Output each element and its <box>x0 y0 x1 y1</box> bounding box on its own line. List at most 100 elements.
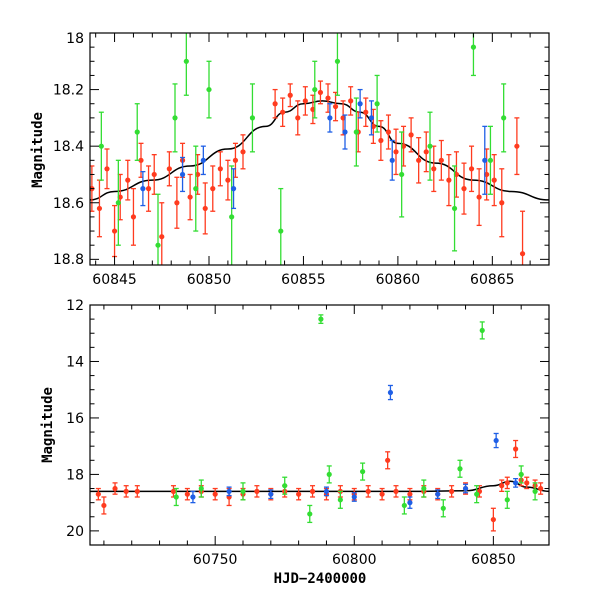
bottom-data-point <box>493 437 499 444</box>
bottom-series-2 <box>190 384 519 509</box>
top-data-point <box>334 58 341 64</box>
top-data-point <box>461 186 467 192</box>
top-data-point <box>230 186 237 192</box>
top-data-point <box>138 157 144 163</box>
top-data-point <box>357 101 363 107</box>
bottom-data-point <box>524 480 530 486</box>
bottom-data-point <box>173 494 179 500</box>
bottom-data-point <box>401 502 407 509</box>
top-data-point <box>348 98 354 104</box>
bottom-data-point <box>190 494 196 500</box>
top-data-point <box>491 177 497 183</box>
top-data-point <box>174 200 180 206</box>
bottom-data-point <box>504 497 510 503</box>
bottom-axis-ticks: 60750 60800 60850 12 14 16 18 20 <box>66 298 550 568</box>
top-data-point <box>278 228 284 234</box>
top-plot-area <box>90 33 549 265</box>
bottom-y-tick-label: 12 <box>66 298 84 314</box>
bottom-data-point <box>387 389 394 396</box>
bottom-data-point <box>513 480 519 486</box>
bottom-data-point <box>518 471 524 478</box>
top-data-point <box>96 205 103 212</box>
top-y-tick-label: 18.2 <box>53 83 84 99</box>
top-axis-ticks: 60845 60850 60855 60860 60865 18 18.2 18.4 18.6 1… <box>53 31 550 288</box>
top-series-2 <box>140 88 488 210</box>
top-data-point <box>468 166 475 172</box>
top-data-point <box>438 157 444 163</box>
bottom-data-point <box>351 494 357 500</box>
bottom-data-point <box>462 485 469 492</box>
top-data-point <box>482 157 488 163</box>
top-data-point <box>327 115 333 121</box>
bottom-x-tick-label: 60800 <box>332 552 377 568</box>
bottom-data-point <box>226 488 232 494</box>
bottom-data-point <box>435 491 441 497</box>
bottom-data-point <box>474 491 480 497</box>
bottom-y-tick-label: 14 <box>66 354 84 370</box>
top-data-point <box>193 186 199 192</box>
bottom-data-point <box>407 500 413 506</box>
top-data-point <box>155 242 161 248</box>
top-data-point <box>399 171 405 178</box>
bottom-data-point <box>323 488 330 494</box>
top-data-point <box>423 149 429 155</box>
top-data-point <box>519 251 526 257</box>
top-data-point <box>470 44 477 50</box>
bottom-data-point <box>282 483 288 489</box>
bottom-y-axis-label: Magnitude <box>40 387 56 463</box>
top-data-point <box>368 115 375 121</box>
top-data-point <box>172 115 178 121</box>
top-data-point <box>249 115 256 121</box>
top-data-point <box>427 143 433 149</box>
bottom-data-point <box>385 457 391 463</box>
top-data-point <box>151 171 157 178</box>
bottom-data-point <box>198 485 204 492</box>
bottom-data-point <box>499 483 505 489</box>
top-data-point <box>179 171 186 178</box>
bottom-y-tick-label: 18 <box>66 467 84 483</box>
top-data-point <box>499 200 505 206</box>
bottom-data-point <box>184 491 190 497</box>
top-data-point <box>501 115 507 121</box>
top-data-point <box>140 186 146 192</box>
top-data-point <box>408 132 414 138</box>
bottom-series-1 <box>173 314 538 524</box>
top-data-point <box>385 129 392 135</box>
bottom-data-point <box>365 488 371 494</box>
top-data-point <box>111 228 118 234</box>
top-data-point <box>159 234 165 240</box>
bottom-y-tick-label: 20 <box>66 524 84 540</box>
bottom-data-point <box>307 511 313 517</box>
bottom-x-axis-label: HJD−2400000 <box>274 571 367 587</box>
bottom-data-point <box>134 488 140 494</box>
top-data-point <box>240 149 246 155</box>
top-data-point <box>446 177 452 183</box>
bottom-data-point <box>449 488 455 494</box>
top-data-point <box>332 103 339 110</box>
bottom-data-point <box>337 497 343 503</box>
top-x-tick-label: 60855 <box>281 272 326 288</box>
top-data-point <box>98 143 104 149</box>
top-data-point <box>374 101 380 107</box>
top-series-1 <box>98 33 507 265</box>
top-data-point <box>378 137 384 144</box>
bottom-x-tick-label: 60850 <box>471 552 516 568</box>
top-data-point <box>217 166 223 172</box>
top-data-point <box>342 129 348 135</box>
bottom-data-point <box>538 485 544 492</box>
bottom-data-point <box>360 468 366 475</box>
bottom-data-point <box>513 446 519 452</box>
bottom-plot-area <box>90 314 549 532</box>
bottom-data-point <box>440 505 446 511</box>
bottom-data-point <box>240 488 246 494</box>
bottom-data-point <box>309 488 316 494</box>
top-data-point <box>393 149 399 155</box>
top-data-point <box>130 214 137 220</box>
bottom-x-tick-label: 60750 <box>193 552 238 568</box>
top-data-point <box>295 115 301 121</box>
top-data-point <box>272 101 278 107</box>
bottom-data-point <box>326 471 332 478</box>
top-plot-frame <box>89 32 550 266</box>
bottom-data-point <box>296 491 302 497</box>
